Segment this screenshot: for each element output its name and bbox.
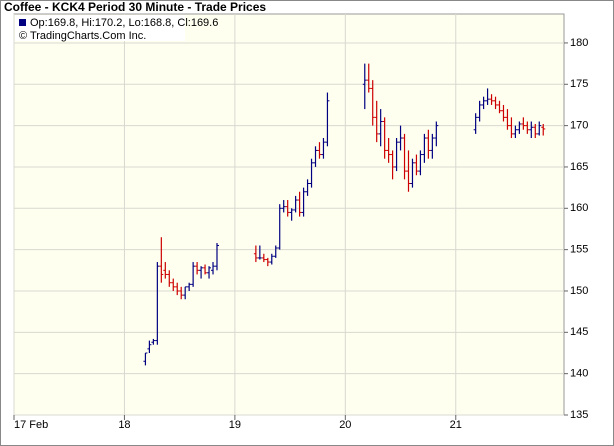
x-tick-label: 18 bbox=[118, 419, 130, 431]
y-tick-label: 180 bbox=[570, 37, 588, 49]
x-tick-label: 20 bbox=[339, 419, 351, 431]
x-tick-label: 21 bbox=[450, 419, 462, 431]
legend-swatch bbox=[19, 19, 26, 26]
y-tick-label: 160 bbox=[570, 202, 588, 214]
y-tick-label: 165 bbox=[570, 161, 588, 173]
copyright: © TradingCharts.Com Inc. bbox=[19, 30, 146, 42]
plot-area bbox=[13, 13, 565, 416]
x-tick-label: 17 Feb bbox=[14, 419, 48, 431]
y-tick-label: 145 bbox=[570, 326, 588, 338]
legend-text: Op:169.8, Hi:170.2, Lo:168.8, Cl:169.6 bbox=[30, 17, 218, 29]
y-tick-label: 175 bbox=[570, 78, 588, 90]
y-tick-label: 155 bbox=[570, 244, 588, 256]
legend-box bbox=[15, 15, 185, 41]
chart-title: Coffee - KCK4 Period 30 Minute - Trade P… bbox=[4, 0, 266, 14]
y-tick-label: 150 bbox=[570, 285, 588, 297]
x-tick-label: 19 bbox=[229, 419, 241, 431]
y-tick-label: 140 bbox=[570, 368, 588, 380]
y-tick-label: 135 bbox=[570, 409, 588, 421]
y-tick-label: 170 bbox=[570, 120, 588, 132]
